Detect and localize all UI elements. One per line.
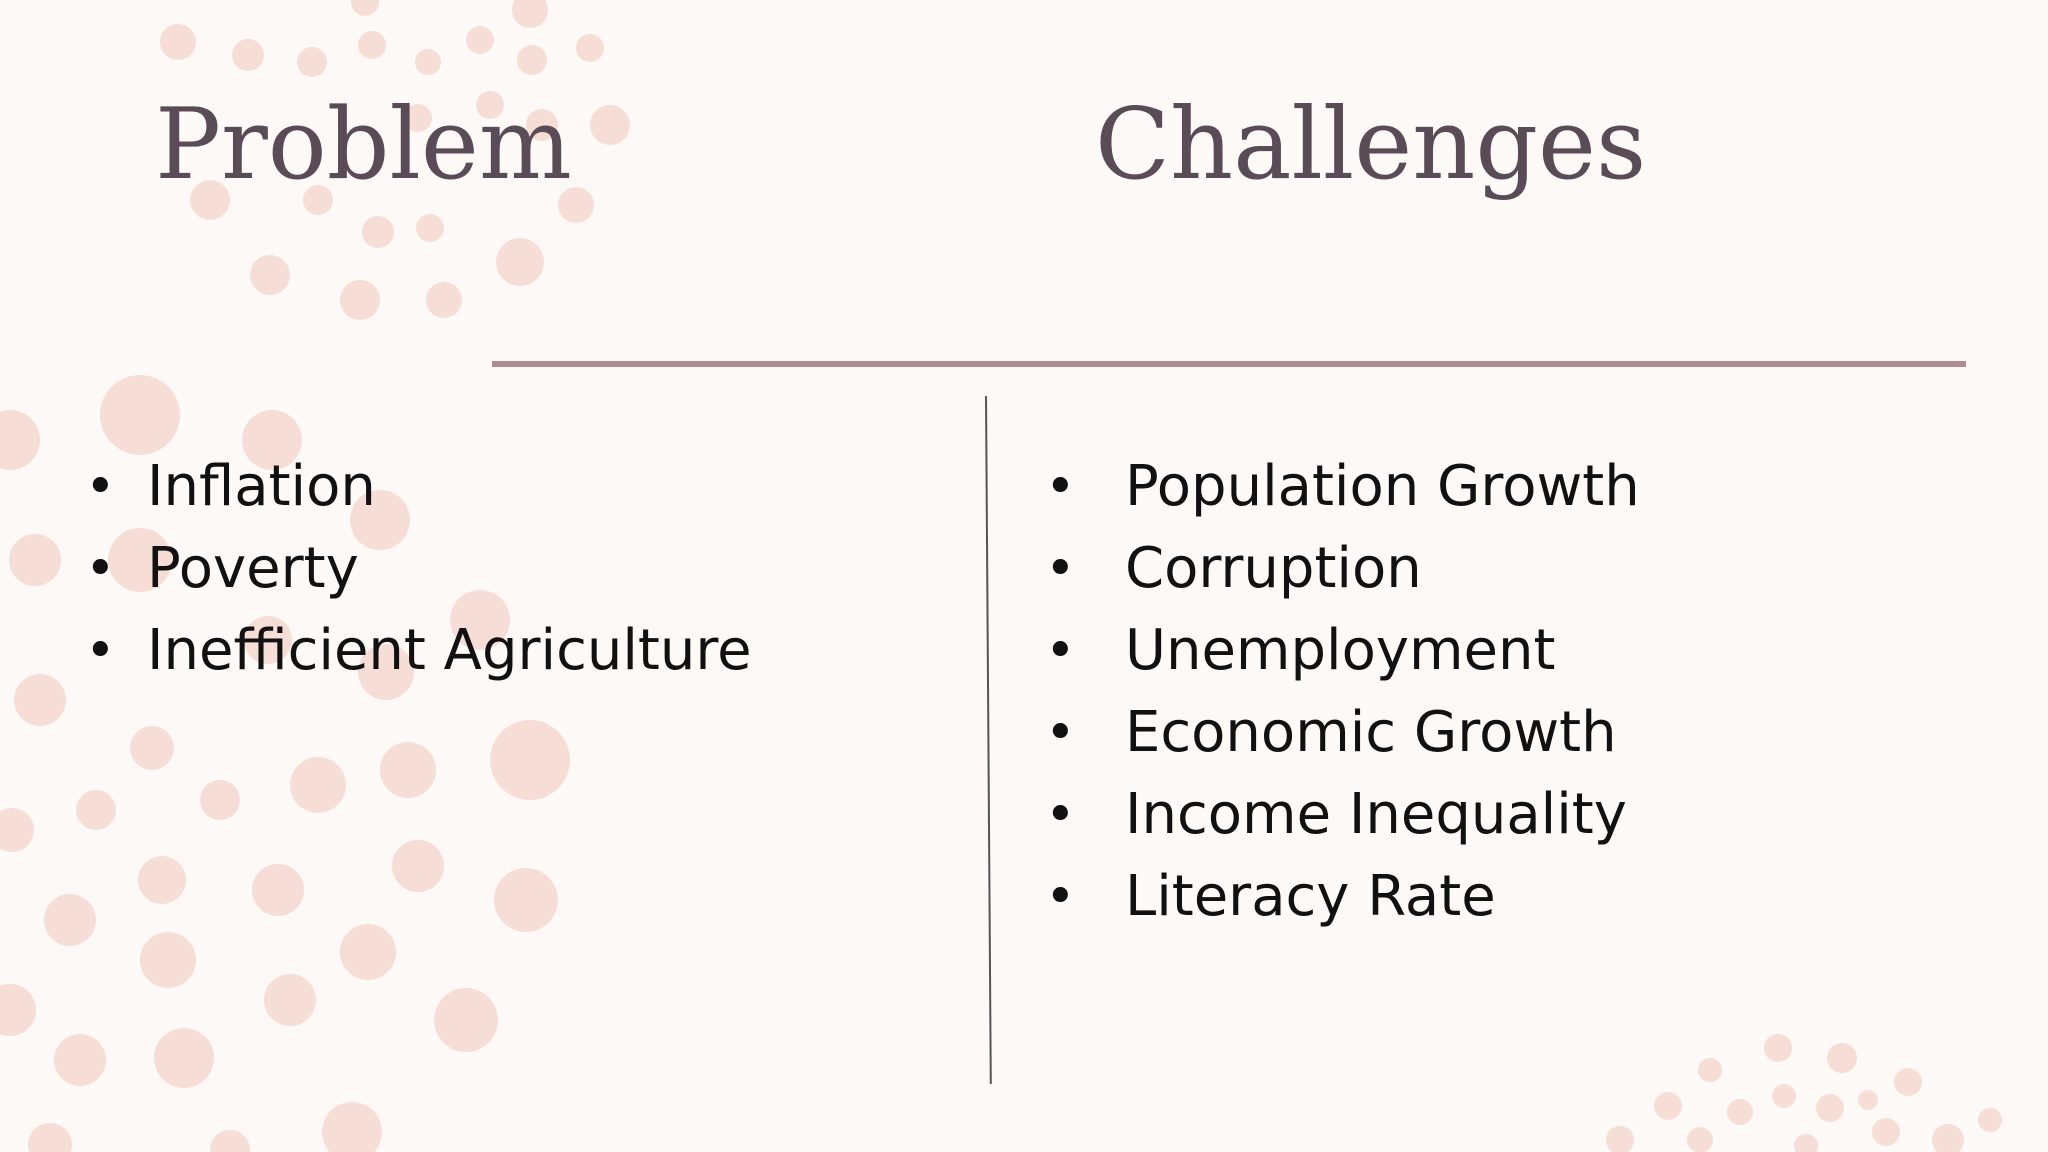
list-item-label: Population Growth <box>1125 454 1640 519</box>
list-item-label: Poverty <box>147 536 359 601</box>
list-item: • Population Growth <box>1045 446 1640 528</box>
heading-divider <box>492 361 1966 367</box>
column-divider <box>985 395 992 1084</box>
list-item: • Corruption <box>1045 528 1640 610</box>
bullet-icon: • <box>1045 867 1076 927</box>
list-item: • Poverty <box>85 528 752 610</box>
challenges-heading: Challenges <box>1095 88 1647 202</box>
bullet-icon: • <box>85 539 116 599</box>
list-item: • Inflation <box>85 446 752 528</box>
list-item-label: Corruption <box>1125 536 1422 601</box>
list-item: • Inefficient Agriculture <box>85 610 752 692</box>
list-item-label: Income Inequality <box>1125 782 1627 847</box>
challenges-list: • Population Growth • Corruption • Unemploy… <box>1045 446 1640 938</box>
list-item: • Economic Growth <box>1045 692 1640 774</box>
bullet-icon: • <box>1045 621 1076 681</box>
list-item-label: Inflation <box>147 454 376 519</box>
problem-list: • Inflation • Poverty • Inefficient Agricul… <box>85 446 752 692</box>
list-item: • Income Inequality <box>1045 774 1640 856</box>
list-item-label: Economic Growth <box>1125 700 1617 765</box>
bullet-icon: • <box>1045 703 1076 763</box>
bullet-icon: • <box>1045 539 1076 599</box>
list-item-label: Literacy Rate <box>1125 864 1496 929</box>
list-item: • Unemployment <box>1045 610 1640 692</box>
bullet-icon: • <box>1045 457 1076 517</box>
list-item-label: Unemployment <box>1125 618 1556 683</box>
bullet-icon: • <box>85 621 116 681</box>
list-item: • Literacy Rate <box>1045 856 1640 938</box>
bullet-icon: • <box>85 457 116 517</box>
bullet-icon: • <box>1045 785 1076 845</box>
list-item-label: Inefficient Agriculture <box>147 618 752 683</box>
problem-heading: Problem <box>155 88 572 202</box>
